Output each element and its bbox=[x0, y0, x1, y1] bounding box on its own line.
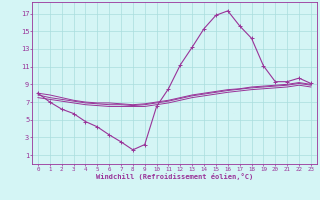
X-axis label: Windchill (Refroidissement éolien,°C): Windchill (Refroidissement éolien,°C) bbox=[96, 173, 253, 180]
